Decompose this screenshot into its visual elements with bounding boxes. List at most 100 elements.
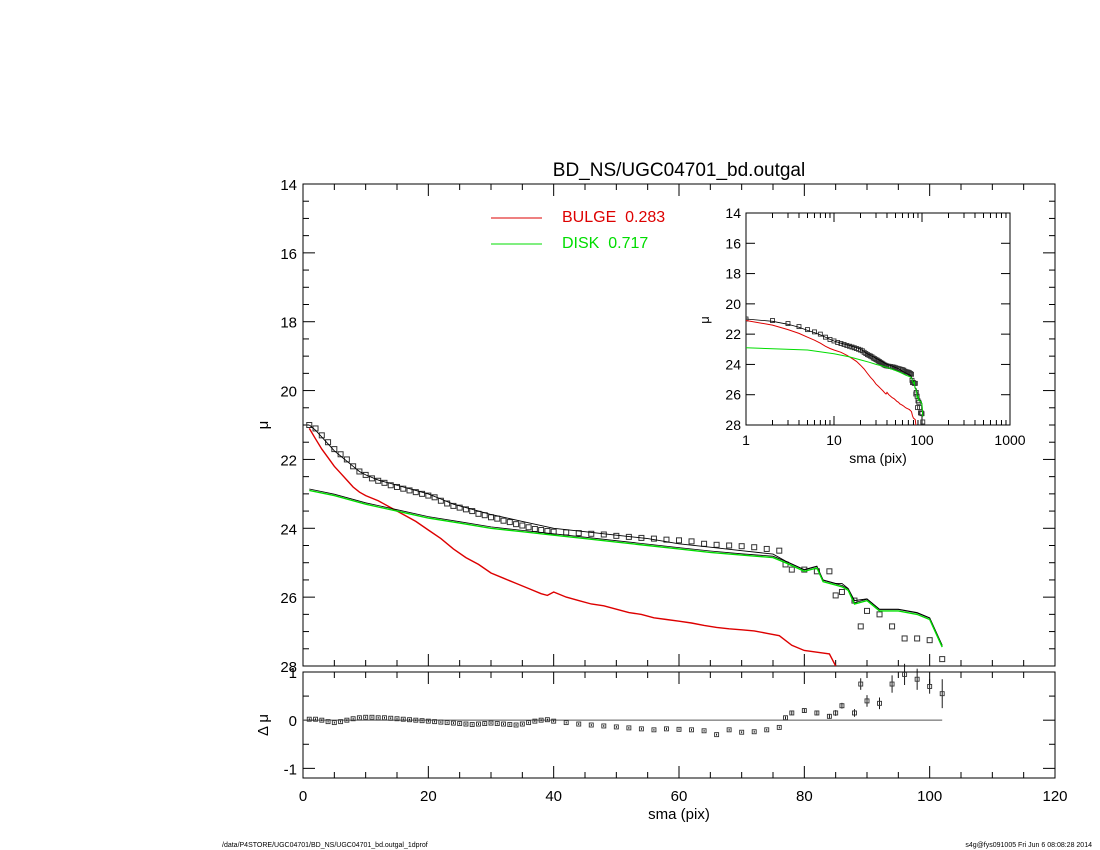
inset-y-tick-label: 20 (725, 296, 741, 312)
data-point (563, 529, 570, 536)
inset-clipped-group (746, 316, 926, 425)
data-point (738, 543, 745, 550)
bulge-line (308, 428, 837, 666)
residual-point (739, 729, 745, 735)
data-point (519, 522, 526, 529)
disk-line (309, 489, 943, 648)
data-point (394, 483, 400, 490)
residual-point (626, 725, 632, 731)
residual-point (914, 676, 920, 682)
data-point (494, 515, 501, 522)
residual-point (482, 721, 488, 727)
data-point (676, 537, 682, 544)
data-point (538, 527, 545, 534)
data-point (462, 506, 469, 513)
inset-y-tick-label: 18 (725, 266, 741, 282)
residual-point (858, 681, 864, 687)
inset-y-tick-label: 26 (725, 387, 741, 403)
inset-x-tick-label: 1 (742, 432, 750, 448)
main-y-tick-label: 20 (280, 384, 297, 401)
residual-point (444, 720, 450, 726)
data-point (901, 635, 908, 642)
data-point (713, 541, 720, 548)
inset-y-tick-label: 16 (725, 235, 741, 251)
data-point (456, 504, 463, 511)
main-y-tick-label: 16 (280, 246, 297, 263)
disk-outline-line (309, 488, 943, 646)
residual-point (507, 722, 513, 727)
main-axes: 14 16 18 20 22 24 26 28 (280, 177, 1056, 676)
inset-data-point (823, 334, 828, 340)
residual-point (369, 714, 375, 720)
residual-point (419, 718, 425, 724)
inset-y-tick-label: 22 (725, 326, 741, 342)
data-point (832, 592, 839, 599)
residual-point (826, 713, 832, 719)
inset-x-tick-label: 1000 (994, 432, 1025, 448)
chart-title: BD_NS/UGC04701_bd.outgal (553, 160, 805, 181)
x-axis-label: sma (pix) (648, 806, 710, 823)
residual-point (613, 724, 619, 730)
inset-y-axis-label: μ (697, 316, 712, 324)
residual-point (407, 717, 412, 723)
residual-point (338, 719, 344, 725)
inset-y-tick-label: 24 (725, 356, 741, 372)
data-point (688, 538, 695, 545)
inset-bulge-line (746, 320, 917, 425)
data-point (939, 656, 946, 663)
residual-point (306, 716, 312, 722)
residual-point (651, 727, 657, 733)
residual-point (833, 710, 839, 716)
main-clipped-group (306, 422, 946, 666)
residual-point (676, 726, 682, 732)
data-point (318, 432, 325, 439)
data-point (926, 637, 933, 644)
data-point (550, 528, 557, 535)
data-point (613, 532, 620, 539)
data-point (544, 528, 551, 535)
residual-point (544, 717, 550, 723)
data-point (469, 508, 476, 515)
data-point (362, 471, 369, 478)
main-y-tick-label: 18 (280, 315, 297, 332)
residual-y-tick-label: 0 (289, 713, 297, 730)
data-point (387, 482, 394, 489)
data-point (776, 547, 783, 554)
residual-point (494, 721, 500, 727)
main-series-layer (306, 422, 946, 666)
data-point (331, 446, 338, 453)
residual-point (501, 721, 506, 727)
residual-point (764, 727, 770, 733)
inset-axes: 1 10 100 1000 14 16 18 20 22 24 26 28 (725, 205, 1025, 448)
residual-point (476, 721, 481, 727)
main-y-axis-label: μ (255, 421, 272, 430)
legend-disk-label: DISK 0.717 (562, 235, 648, 252)
data-point (650, 535, 657, 542)
main-y-tick-label: 22 (280, 452, 297, 469)
residual-point (344, 717, 350, 723)
data-point (350, 463, 357, 470)
inset-x-axis-label: sma (pix) (849, 450, 907, 466)
residual-point (526, 720, 532, 726)
residual-point (701, 728, 707, 734)
data-point (325, 439, 332, 446)
residual-y-axis-label: Δ μ (255, 714, 272, 736)
residual-point (939, 691, 945, 697)
footer-file-path: /data/P4STORE/UGC04701/BD_NS/UGC04701_bd… (222, 842, 428, 849)
residual-point (852, 710, 857, 716)
data-point (531, 525, 538, 532)
data-point (751, 544, 758, 551)
data-point (419, 490, 426, 497)
residual-point (356, 715, 362, 721)
residual-point (432, 719, 438, 725)
data-point (406, 487, 413, 494)
x-tick-label: 100 (917, 788, 942, 805)
data-point (425, 492, 432, 499)
data-point (306, 422, 313, 428)
residual-point (463, 721, 469, 727)
x-tick-label: 0 (299, 788, 307, 805)
residual-point (457, 721, 463, 727)
residual-point (519, 721, 525, 727)
data-point (450, 502, 457, 509)
